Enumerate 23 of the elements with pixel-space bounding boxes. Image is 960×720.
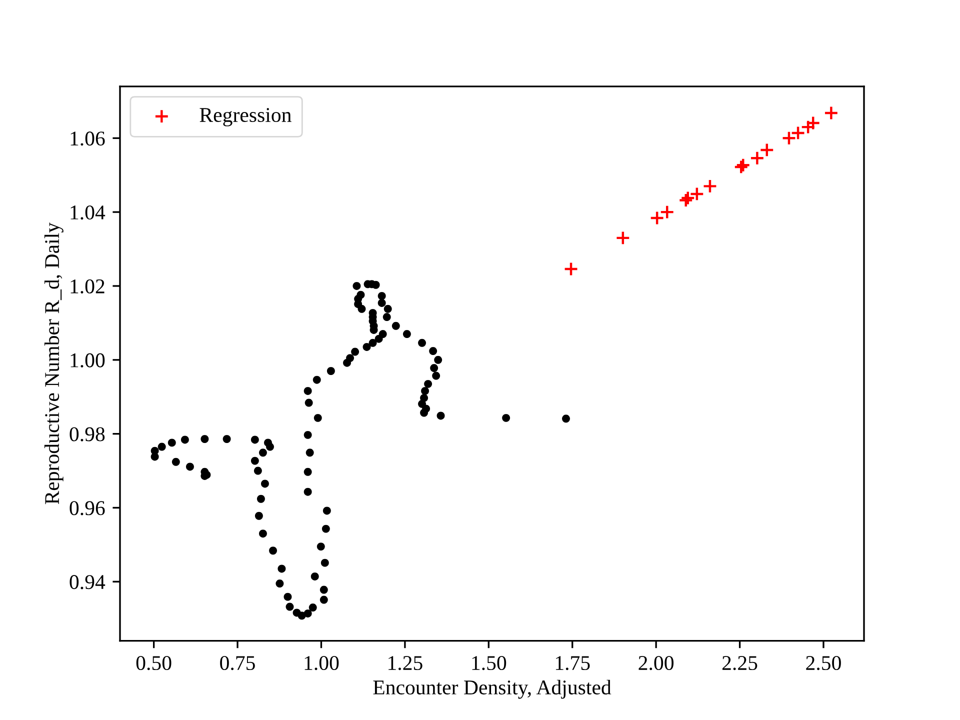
point [824,106,839,120]
x-tick-label: 2.50 [806,656,841,670]
point [564,262,578,276]
x-tick-label: 1.75 [556,656,590,670]
point [616,230,630,246]
x-tick-label: 1.50 [472,656,506,670]
y-tick-label: 1.04 [70,205,106,220]
y-tick-label: 0.98 [70,427,105,442]
x-tick-label: 2.00 [638,656,674,670]
y-tick-label: 0.94 [70,575,106,590]
x-tick-label: 0.75 [220,656,255,670]
legend-label: Regression [200,108,292,126]
y-tick-label: 0.96 [70,501,105,516]
y-tick-label: 1.06 [70,132,105,146]
y-tick-label: 1.00 [70,353,105,368]
y-axis-title: Reproductive Number R_d, Daily [44,222,64,504]
x-axis-title: Encounter Density, Adjusted [373,680,612,699]
x-tick-label: 1.25 [388,656,422,670]
y-tick-label: 1.02 [70,279,104,294]
point [702,178,718,194]
x-tick-label: 2.25 [722,656,758,670]
x-tick-label: 0.50 [136,656,172,670]
x-tick-label: 1.00 [304,656,339,670]
